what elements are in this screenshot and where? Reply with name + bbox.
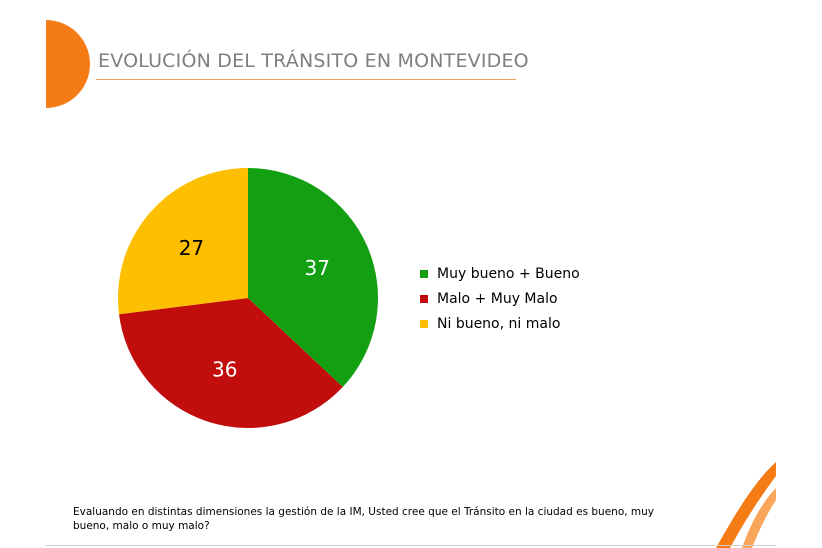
footer-divider — [46, 545, 776, 546]
pie-slice-label-0: 37 — [304, 256, 329, 280]
legend-swatch-0 — [420, 269, 428, 278]
chart-legend: Muy bueno + Bueno Malo + Muy Malo Ni bueno… — [420, 261, 580, 336]
pie-chart: 37 36 27 — [117, 168, 378, 429]
orange-corner-decoration — [46, 20, 90, 108]
legend-label-0: Muy bueno + Bueno — [437, 265, 580, 282]
legend-swatch-1 — [420, 294, 428, 303]
survey-question: Evaluando en distintas dimensiones la ge… — [73, 506, 655, 532]
title-underline — [96, 79, 516, 80]
legend-item-2: Ni bueno, ni malo — [420, 311, 580, 336]
page-title: EVOLUCIÓN DEL TRÁNSITO EN MONTEVIDEO — [98, 50, 529, 72]
legend-label-1: Malo + Muy Malo — [437, 290, 558, 307]
legend-item-0: Muy bueno + Bueno — [420, 261, 580, 286]
pie-slice-0 — [248, 168, 378, 387]
pie-slice-label-2: 27 — [179, 236, 204, 260]
pie-slice-label-1: 36 — [212, 358, 237, 382]
pie-slice-1 — [119, 298, 343, 429]
pie-slice-2 — [117, 168, 248, 315]
legend-label-2: Ni bueno, ni malo — [437, 315, 561, 332]
legend-swatch-2 — [420, 319, 428, 328]
legend-item-1: Malo + Muy Malo — [420, 286, 580, 311]
swoosh-decoration — [716, 462, 776, 548]
